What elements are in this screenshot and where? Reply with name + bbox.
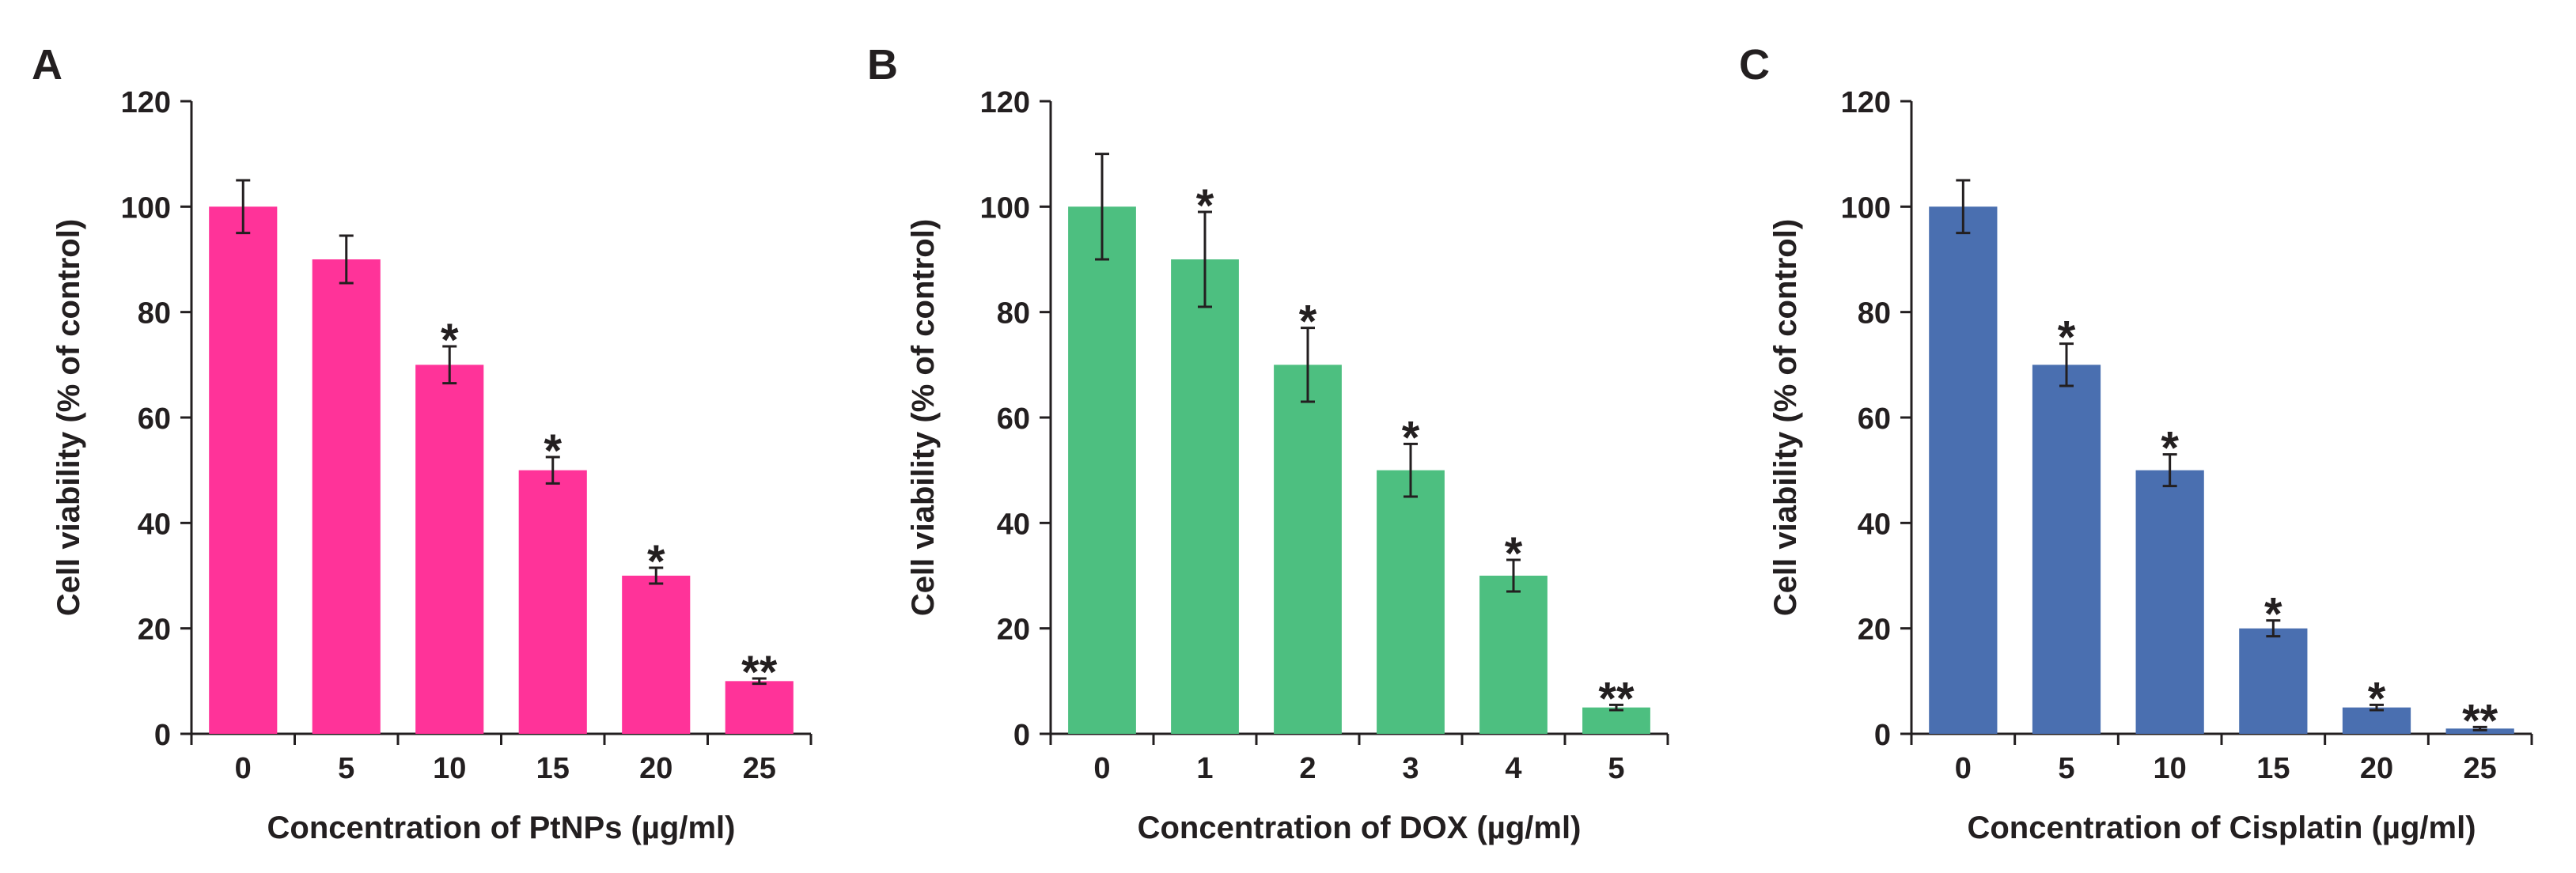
y-tick-label: 100 bbox=[980, 191, 1030, 225]
y-tick-label: 120 bbox=[121, 86, 171, 119]
y-tick-label: 40 bbox=[997, 508, 1030, 541]
bar bbox=[209, 206, 278, 734]
x-tick-label: 5 bbox=[2058, 752, 2074, 785]
significance-mark: ** bbox=[741, 647, 778, 698]
y-tick-label: 20 bbox=[997, 614, 1030, 647]
y-axis-title: Cell viability (% of control) bbox=[51, 219, 86, 616]
y-tick-label: 100 bbox=[1841, 191, 1891, 225]
x-tick-label: 15 bbox=[536, 752, 570, 785]
x-tick-label: 20 bbox=[639, 752, 672, 785]
bar bbox=[2032, 365, 2101, 734]
significance-mark: * bbox=[2058, 312, 2076, 364]
significance-mark: * bbox=[1505, 528, 1523, 580]
x-tick-label: 5 bbox=[338, 752, 354, 785]
significance-mark: ** bbox=[1598, 673, 1635, 724]
x-tick-label: 25 bbox=[2464, 752, 2497, 785]
y-axis-title: Cell viability (% of control) bbox=[906, 219, 941, 616]
y-tick-label: 20 bbox=[1858, 614, 1891, 647]
x-tick-label: 2 bbox=[1299, 752, 1316, 785]
x-tick-label: 10 bbox=[433, 752, 466, 785]
y-tick-label: 80 bbox=[997, 297, 1030, 331]
x-tick-label: 25 bbox=[743, 752, 776, 785]
bar bbox=[1171, 259, 1239, 734]
bar bbox=[2135, 470, 2204, 734]
bar bbox=[725, 681, 794, 734]
bar bbox=[2239, 628, 2308, 734]
significance-mark: * bbox=[544, 425, 562, 477]
y-tick-label: 40 bbox=[138, 508, 171, 541]
x-tick-label: 10 bbox=[2154, 752, 2187, 785]
bar bbox=[2342, 707, 2411, 734]
significance-mark: * bbox=[1196, 180, 1214, 232]
bar bbox=[1582, 707, 1650, 734]
x-axis-title: Concentration of Cisplatin (µg/ml) bbox=[1967, 811, 2476, 845]
x-tick-label: 0 bbox=[1955, 752, 1972, 785]
bar bbox=[518, 470, 587, 734]
bar bbox=[312, 259, 381, 734]
bar bbox=[415, 365, 484, 734]
y-tick-label: 120 bbox=[1841, 86, 1891, 119]
significance-mark: * bbox=[647, 536, 665, 588]
x-tick-label: 0 bbox=[1093, 752, 1110, 785]
significance-mark: * bbox=[441, 315, 459, 366]
y-tick-label: 20 bbox=[138, 614, 171, 647]
y-tick-label: 40 bbox=[1858, 508, 1891, 541]
y-tick-label: 80 bbox=[1858, 297, 1891, 331]
significance-mark: * bbox=[2368, 673, 2386, 724]
panel-label: C bbox=[1739, 41, 1770, 89]
x-tick-label: 5 bbox=[1608, 752, 1624, 785]
significance-mark: * bbox=[1402, 412, 1420, 463]
bar bbox=[1479, 576, 1547, 734]
y-tick-label: 120 bbox=[980, 86, 1030, 119]
y-tick-label: 100 bbox=[121, 191, 171, 225]
x-axis-title: Concentration of DOX (µg/ml) bbox=[1138, 811, 1582, 845]
x-tick-label: 15 bbox=[2256, 752, 2290, 785]
y-tick-label: 0 bbox=[1874, 719, 1891, 752]
y-tick-label: 60 bbox=[1858, 402, 1891, 436]
x-tick-label: 4 bbox=[1505, 752, 1521, 785]
y-axis-title: Cell viability (% of control) bbox=[1768, 219, 1803, 616]
x-tick-label: 3 bbox=[1402, 752, 1419, 785]
significance-mark: * bbox=[2161, 423, 2179, 474]
panel-label: A bbox=[32, 41, 63, 89]
y-tick-label: 0 bbox=[1013, 719, 1030, 752]
x-tick-label: 0 bbox=[235, 752, 252, 785]
significance-mark: * bbox=[2264, 589, 2282, 641]
x-tick-label: 1 bbox=[1196, 752, 1213, 785]
bar bbox=[1377, 470, 1445, 734]
y-tick-label: 80 bbox=[138, 297, 171, 331]
significance-mark: * bbox=[1299, 297, 1317, 348]
y-tick-label: 0 bbox=[154, 719, 171, 752]
x-axis-title: Concentration of PtNPs (µg/ml) bbox=[267, 811, 736, 845]
y-tick-label: 60 bbox=[138, 402, 171, 436]
significance-mark: ** bbox=[2462, 695, 2498, 746]
bar bbox=[1068, 206, 1136, 734]
panel-label: B bbox=[867, 41, 898, 89]
x-tick-label: 20 bbox=[2360, 752, 2393, 785]
bar bbox=[1929, 206, 1998, 734]
bar bbox=[622, 576, 691, 734]
y-tick-label: 60 bbox=[997, 402, 1030, 436]
bar bbox=[1274, 365, 1342, 734]
